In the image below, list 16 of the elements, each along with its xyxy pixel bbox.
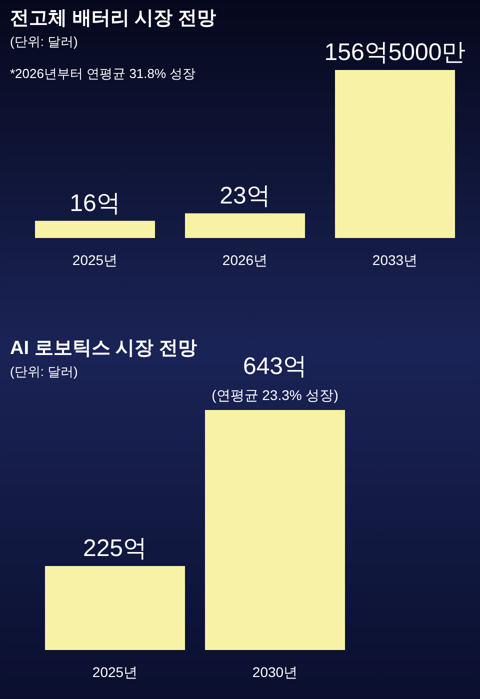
data-label: 225억 xyxy=(82,535,148,562)
data-label: 643억 xyxy=(242,353,308,380)
x-tick-label: 2026년 xyxy=(222,252,268,268)
x-tick-label: 2033년 xyxy=(372,252,418,268)
chart-subtitle: (단위: 달러) xyxy=(10,34,78,49)
annotation: (연평균 23.3% 성장) xyxy=(212,387,338,403)
chart-subtitle: (단위: 달러) xyxy=(10,364,78,379)
annotation: *2026년부터 연평균 31.8% 성장 xyxy=(10,66,196,81)
x-tick-label: 2025년 xyxy=(92,664,138,680)
data-label: 16억 xyxy=(70,190,120,217)
data-label: 23억 xyxy=(220,182,270,210)
x-tick-label: 2025년 xyxy=(72,252,118,268)
data-label: 156억5000만 xyxy=(324,39,466,66)
chart-title: AI 로보틱스 시장 전망 xyxy=(10,338,197,359)
chart-title: 전고체 배터리 시장 전망 xyxy=(10,8,216,29)
x-tick-label: 2030년 xyxy=(252,664,298,680)
